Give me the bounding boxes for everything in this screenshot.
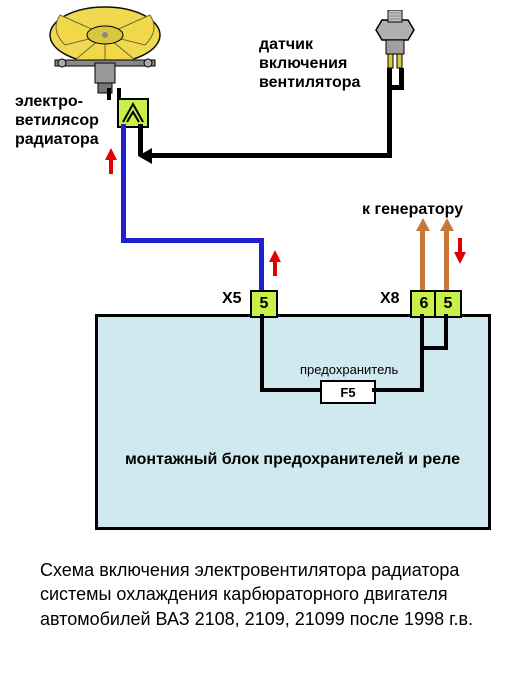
fan-icon — [40, 5, 170, 100]
wire-fan-to-box — [107, 88, 111, 100]
sensor-label: датчик включения вентилятора — [259, 35, 360, 93]
wire-blue-v1 — [121, 124, 126, 240]
fan-label: электро- ветилясор радиатора — [15, 92, 99, 150]
arrow-orange-1 — [416, 218, 430, 231]
arrow-red-x8-stem — [458, 238, 462, 252]
x5-label: X5 — [222, 290, 242, 308]
wire-int-h1 — [260, 388, 322, 392]
wire-black-up — [138, 124, 143, 156]
bottom-caption: Схема включения электровентилятора радиа… — [40, 558, 480, 631]
wire-blue-h — [121, 238, 263, 243]
fuse-caption: предохранитель — [300, 362, 398, 378]
wire-sensor-v — [387, 68, 392, 158]
x5-terminal: 5 — [250, 290, 278, 318]
wire-int-h2 — [372, 388, 422, 392]
arrow-red-x5-stem — [273, 262, 277, 276]
wire-sensor-h — [148, 153, 392, 158]
x8-label: X8 — [380, 290, 400, 308]
x8-pin-a-text: 6 — [420, 295, 429, 313]
wire-blue-v2 — [259, 238, 264, 292]
x8-pin-b-text: 5 — [444, 295, 453, 313]
wire-int-x8a-v — [420, 314, 424, 392]
sensor-icon — [370, 10, 420, 85]
x8-terminal-b: 5 — [434, 290, 462, 318]
wire-int-x8-join — [420, 346, 448, 350]
wire-int-x5-v — [260, 314, 264, 390]
arrow-red-blue-stem — [109, 160, 113, 174]
arrow-orange-2 — [440, 218, 454, 231]
diagram-canvas: электро- ветилясор радиатора датчик вклю… — [0, 0, 506, 675]
arrow-red-blue-up — [105, 148, 117, 160]
wire-fan-to-box2 — [117, 88, 121, 100]
block-caption: монтажный блок предохранителей и реле — [125, 450, 460, 469]
arrow-red-x8-down — [454, 252, 466, 264]
wire-sensor-join — [387, 85, 404, 90]
wire-orange-2 — [444, 227, 449, 292]
arrow-red-x5-up — [269, 250, 281, 262]
x5-pin-text: 5 — [260, 295, 269, 313]
fuse-text: F5 — [340, 385, 355, 400]
wire-int-x8b-v — [444, 314, 448, 349]
fuse-box: F5 — [320, 380, 376, 404]
generator-label: к генератору — [362, 200, 463, 219]
wire-orange-1 — [420, 227, 425, 292]
